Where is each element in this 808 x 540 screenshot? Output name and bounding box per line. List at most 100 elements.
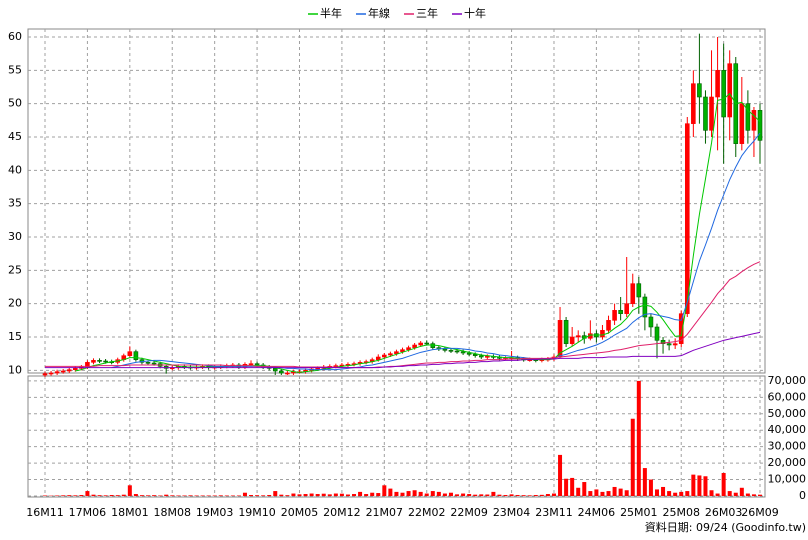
candle-body [442, 348, 448, 351]
volume-bar [594, 489, 599, 496]
candle-body [285, 372, 290, 375]
volume-tick-label: 30,000 [768, 440, 807, 453]
candle-body [145, 362, 151, 364]
volume-bar [303, 494, 308, 496]
candle-body [630, 283, 636, 304]
volume-bar [430, 491, 435, 496]
candle-body [42, 373, 48, 376]
volume-bar [376, 493, 381, 496]
footnote: 資料日期: 09/24 (Goodinfo.tw) [645, 520, 806, 534]
y-tick-label: 25 [8, 263, 22, 276]
candle-body [406, 347, 411, 350]
volume-bar [188, 495, 193, 496]
x-tick-label: 23M11 [535, 506, 573, 519]
volume-bar [279, 494, 284, 496]
volume-bar [267, 495, 272, 496]
candle-body [97, 360, 102, 362]
candle-body [448, 350, 454, 352]
volume-bar [218, 495, 223, 496]
candle-body [636, 283, 642, 298]
ma-line [75, 92, 761, 373]
volume-bar [73, 495, 78, 496]
candle-body [703, 96, 708, 131]
volume-bar [339, 493, 344, 496]
volume-bar [315, 494, 320, 496]
volume-bar [448, 492, 453, 496]
volume-bar [436, 491, 441, 496]
candle-body [563, 320, 569, 344]
volume-bar [133, 494, 138, 496]
candle-body [394, 351, 399, 354]
y-tick-label: 35 [8, 197, 22, 210]
volume-tick-label: 50,000 [768, 407, 807, 420]
volume-bar [97, 495, 102, 496]
y-tick-label: 55 [8, 63, 22, 76]
candle-body [672, 343, 678, 346]
volume-bar [491, 491, 496, 496]
candle-body [727, 63, 733, 118]
volume-bar [751, 494, 756, 496]
volume-bar [170, 495, 175, 496]
candle-body [424, 342, 430, 345]
volume-bar [394, 491, 399, 496]
candle-body [454, 350, 460, 353]
candle-body [91, 360, 96, 363]
candle-body [133, 351, 139, 360]
volume-bar [85, 491, 90, 496]
volume-bar [745, 493, 750, 496]
volume-bar [582, 482, 587, 496]
volume-panel [27, 375, 766, 498]
volume-bar [570, 477, 575, 496]
volume-bar [545, 494, 550, 496]
candle-body [103, 360, 108, 363]
volume-bar [242, 492, 247, 496]
volume-bar [624, 490, 629, 496]
volume-bar [709, 490, 714, 496]
volume-bar [485, 494, 490, 496]
volume-tick-label: 40,000 [768, 423, 807, 436]
volume-bar [479, 494, 484, 496]
x-tick-label: 19M03 [196, 506, 234, 519]
candle-body [557, 320, 563, 358]
volume-bar [309, 493, 314, 496]
candle-body [642, 296, 648, 318]
candle-body [478, 355, 484, 358]
candle-body [648, 316, 654, 328]
candle-body [85, 362, 90, 368]
volume-bar [661, 486, 666, 496]
volume-bar [636, 380, 641, 496]
candle-body [721, 70, 726, 118]
x-tick-label: 18M08 [153, 506, 191, 519]
x-tick-label: 23M04 [493, 506, 531, 519]
volume-bar [103, 495, 108, 496]
volume-tick-label: 70,000 [768, 374, 807, 387]
volume-bar [109, 495, 114, 496]
candle-body [460, 351, 466, 354]
x-tick-label: 26M03 [705, 506, 743, 519]
volume-bar [127, 485, 132, 496]
x-tick-label: 26M09 [741, 506, 779, 519]
candle-body [466, 352, 472, 355]
ma-line [111, 132, 761, 371]
x-tick-label: 25M08 [662, 506, 700, 519]
volume-bar [721, 472, 726, 496]
volume-bar [588, 491, 593, 496]
volume-bar [715, 493, 720, 496]
candle-body [624, 303, 629, 314]
volume-tick-label: 0 [799, 489, 806, 502]
volume-bar [412, 490, 417, 496]
volume-bar [115, 495, 120, 496]
volume-bar [703, 476, 708, 496]
volume-bar [527, 495, 532, 496]
volume-bar [61, 495, 66, 496]
candle-body [248, 363, 254, 365]
candle-body [412, 344, 417, 348]
candle-body [618, 310, 623, 314]
volume-bar [261, 495, 266, 496]
volume-bar [418, 491, 423, 496]
y-tick-label: 60 [8, 30, 22, 43]
volume-bar [558, 454, 563, 496]
candle-body [569, 336, 575, 344]
volume-bar [600, 491, 605, 496]
y-tick-label: 45 [8, 130, 22, 143]
